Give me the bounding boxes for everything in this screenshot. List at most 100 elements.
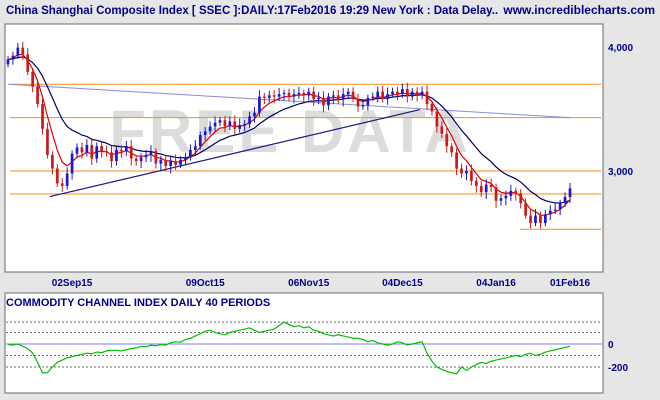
price-candle bbox=[282, 89, 286, 101]
watermark: FREE DATA bbox=[109, 98, 470, 165]
cci-y-tick-label: 0 bbox=[608, 340, 614, 351]
price-candle bbox=[36, 82, 39, 108]
price-candle bbox=[287, 88, 291, 102]
price-candle bbox=[60, 178, 64, 192]
price-candle bbox=[548, 205, 552, 220]
price-candle bbox=[297, 86, 301, 99]
price-candle bbox=[95, 142, 99, 163]
price-candle bbox=[41, 98, 44, 135]
cci-y-tick-label: -200 bbox=[608, 363, 628, 374]
price-candle bbox=[568, 183, 572, 203]
price-candle bbox=[410, 88, 414, 101]
price-candle bbox=[509, 184, 513, 201]
price-candle bbox=[312, 86, 316, 107]
price-candle bbox=[193, 139, 197, 156]
price-candle bbox=[26, 47, 30, 76]
x-tick-label: 01Feb16 bbox=[550, 278, 590, 289]
price-candle bbox=[80, 142, 84, 159]
price-candle bbox=[391, 87, 394, 98]
price-candle bbox=[524, 198, 527, 219]
price-candle bbox=[386, 87, 389, 105]
price-candle bbox=[149, 145, 153, 162]
price-candle bbox=[534, 208, 537, 227]
price-candle bbox=[129, 140, 133, 166]
price-candle bbox=[110, 145, 113, 168]
chart-title: China Shanghai Composite Index [ SSEC ]:… bbox=[6, 5, 498, 17]
price-candle bbox=[415, 87, 419, 102]
price-candle bbox=[563, 192, 567, 207]
price-candle bbox=[16, 42, 20, 59]
x-tick-label: 09Oct15 bbox=[186, 278, 225, 289]
price-candle bbox=[366, 94, 370, 111]
price-candle bbox=[529, 209, 532, 229]
price-candle bbox=[504, 190, 508, 206]
price-candle bbox=[11, 51, 15, 65]
price-candle bbox=[267, 90, 271, 103]
price-candle bbox=[208, 121, 212, 135]
price-candle bbox=[139, 153, 143, 169]
price-candle bbox=[248, 111, 251, 128]
price-candle bbox=[489, 178, 493, 192]
cci-line bbox=[7, 321, 571, 375]
price-candle bbox=[189, 144, 192, 161]
x-tick-label: 02Sep15 bbox=[52, 278, 93, 289]
price-candle bbox=[277, 87, 281, 101]
price-candle bbox=[302, 89, 306, 103]
price-candle bbox=[228, 116, 232, 131]
price-candle bbox=[430, 100, 434, 116]
price-candle bbox=[159, 155, 163, 171]
x-tick-label: 06Nov15 bbox=[288, 278, 330, 289]
price-candle bbox=[253, 107, 256, 123]
price-candle bbox=[70, 150, 74, 180]
price-candle bbox=[519, 189, 523, 209]
price-candle bbox=[31, 68, 35, 93]
price-candle bbox=[543, 209, 547, 227]
price-candle bbox=[144, 149, 148, 163]
price-candle bbox=[420, 86, 424, 100]
price-candle bbox=[381, 85, 385, 103]
price-candle bbox=[120, 145, 123, 158]
price-candle bbox=[327, 92, 330, 111]
price-candle bbox=[558, 199, 562, 216]
price-candle bbox=[100, 141, 104, 158]
price-candle bbox=[233, 115, 237, 135]
price-candle bbox=[553, 202, 557, 215]
price-candle bbox=[351, 87, 355, 103]
price-candle bbox=[179, 156, 182, 168]
site-url: www.incrediblecharts.com bbox=[502, 3, 655, 17]
price-candle bbox=[75, 143, 79, 158]
price-candle bbox=[174, 154, 177, 171]
price-candle bbox=[238, 118, 242, 133]
price-candle bbox=[21, 41, 25, 60]
cci-panel bbox=[4, 292, 604, 394]
price-candle bbox=[484, 179, 488, 200]
price-candle bbox=[346, 88, 350, 100]
price-candle bbox=[405, 82, 409, 103]
cci-title: COMMODITY CHANNEL INDEX DAILY 40 PERIODS bbox=[6, 297, 270, 309]
price-candle bbox=[203, 126, 207, 141]
y-tick-label: 3,000 bbox=[608, 167, 633, 178]
price-candle bbox=[105, 145, 108, 157]
price-candle bbox=[262, 93, 266, 105]
price-candle bbox=[272, 90, 276, 104]
price-candle bbox=[465, 165, 468, 181]
price-candle bbox=[474, 177, 478, 193]
price-candle bbox=[499, 193, 503, 206]
price-candle bbox=[494, 183, 498, 208]
price-candle bbox=[356, 93, 360, 112]
price-candle bbox=[460, 163, 463, 178]
price-candle bbox=[55, 164, 59, 188]
price-candle bbox=[51, 151, 54, 175]
price-candle bbox=[332, 90, 335, 104]
price-candle bbox=[85, 139, 89, 157]
price-candle bbox=[184, 152, 187, 166]
price-candle bbox=[292, 89, 296, 104]
price-candle bbox=[154, 148, 158, 169]
price-candle bbox=[198, 131, 202, 150]
price-candle bbox=[455, 148, 458, 176]
price-candle bbox=[317, 92, 320, 104]
price-candle bbox=[223, 116, 227, 133]
price-candle bbox=[341, 87, 345, 107]
price-candle bbox=[440, 121, 444, 139]
x-tick-label: 04Jan16 bbox=[476, 278, 516, 289]
